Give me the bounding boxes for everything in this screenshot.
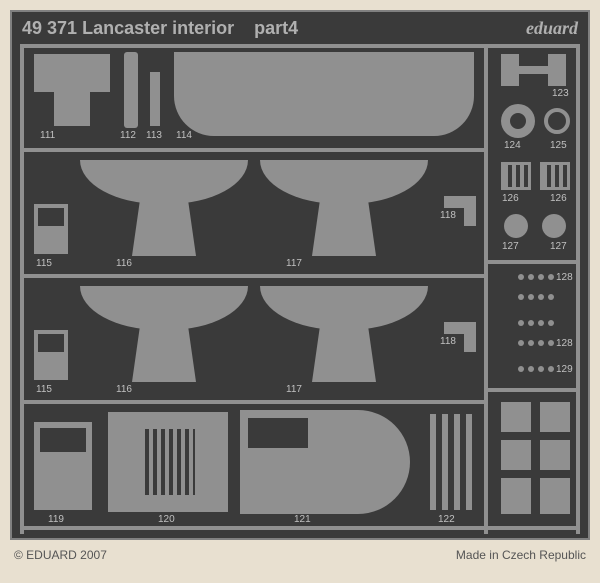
label-117b: 117 [286, 384, 302, 395]
frame-right [576, 44, 580, 534]
part-119b [40, 428, 86, 452]
header-left: 49 371 Lancaster interior part4 [22, 18, 298, 39]
label-112: 112 [120, 130, 136, 141]
label-117: 117 [286, 258, 302, 269]
part-127b [542, 214, 566, 238]
part-br6 [540, 478, 570, 514]
part-115b [38, 208, 64, 226]
part-114 [174, 52, 474, 136]
label-125: 125 [550, 140, 567, 151]
part-111 [34, 54, 110, 92]
part-120-grille [138, 426, 198, 498]
part-116 [80, 160, 248, 204]
label-127: 127 [502, 241, 519, 252]
part-number: part4 [254, 18, 298, 38]
label-119: 119 [48, 514, 64, 525]
part-br1 [501, 402, 531, 432]
brand-name: eduard [526, 18, 578, 39]
part-123c [519, 66, 548, 74]
sprue-h1 [22, 148, 484, 152]
part-126a [501, 162, 531, 190]
label-118: 118 [440, 210, 456, 221]
part-br5 [501, 478, 531, 514]
label-129: 129 [556, 364, 573, 375]
label-120: 120 [158, 514, 175, 525]
part-116b [132, 202, 196, 256]
label-128b: 128 [556, 338, 573, 349]
part-117c [260, 286, 428, 330]
part-122d [466, 414, 472, 510]
label-116: 116 [116, 258, 132, 269]
part-117b [312, 202, 376, 256]
part-112 [124, 52, 138, 128]
sprue-h3 [22, 400, 484, 404]
label-128: 128 [556, 272, 573, 283]
part-113 [150, 72, 160, 126]
part-br3 [501, 440, 531, 470]
frame-left [20, 44, 24, 534]
part-124-hole [510, 113, 526, 129]
label-114: 114 [176, 130, 192, 141]
label-124: 124 [504, 140, 521, 151]
label-126: 126 [502, 193, 519, 204]
label-122: 122 [438, 514, 455, 525]
part-117 [260, 160, 428, 204]
label-123: 123 [552, 88, 569, 99]
label-115: 115 [36, 258, 52, 269]
product-title: Lancaster interior [82, 18, 234, 38]
part-125 [544, 108, 570, 134]
part-121b [248, 418, 308, 448]
product-number: 49 371 [22, 18, 77, 38]
sprue-r1 [488, 260, 580, 264]
sprue-r2 [488, 388, 580, 392]
label-118b: 118 [440, 336, 456, 347]
part-115d [38, 334, 64, 352]
part-118c [444, 322, 476, 334]
frame-bottom [20, 526, 580, 530]
part-128-row2 [500, 294, 572, 300]
sprue-h2 [22, 274, 484, 278]
label-121: 121 [294, 514, 311, 525]
part-123 [501, 54, 519, 86]
fret-header: 49 371 Lancaster interior part4 eduard [22, 18, 578, 39]
part-116d [132, 328, 196, 382]
part-122a [430, 414, 436, 510]
label-115b: 115 [36, 384, 52, 395]
part-117d [312, 328, 376, 382]
part-122c [454, 414, 460, 510]
part-118d [464, 334, 476, 352]
label-126b: 126 [550, 193, 567, 204]
part-br2 [540, 402, 570, 432]
label-127b: 127 [550, 241, 567, 252]
label-113: 113 [146, 130, 162, 141]
label-116b: 116 [116, 384, 132, 395]
part-122b [442, 414, 448, 510]
part-118b [464, 208, 476, 226]
footer: © EDUARD 2007 Made in Czech Republic [10, 540, 590, 562]
photoetch-fret: 49 371 Lancaster interior part4 eduard 1… [10, 10, 590, 540]
part-126b [540, 162, 570, 190]
part-123b [548, 54, 566, 86]
copyright: © EDUARD 2007 [14, 548, 107, 562]
part-127a [504, 214, 528, 238]
part-br4 [540, 440, 570, 470]
frame-inner-right [484, 44, 488, 534]
label-111: 111 [40, 130, 55, 141]
part-111b [54, 92, 90, 126]
frame-top [20, 44, 580, 48]
part-128-row3 [500, 320, 572, 326]
origin: Made in Czech Republic [456, 548, 586, 562]
part-116c [80, 286, 248, 330]
part-118 [444, 196, 476, 208]
